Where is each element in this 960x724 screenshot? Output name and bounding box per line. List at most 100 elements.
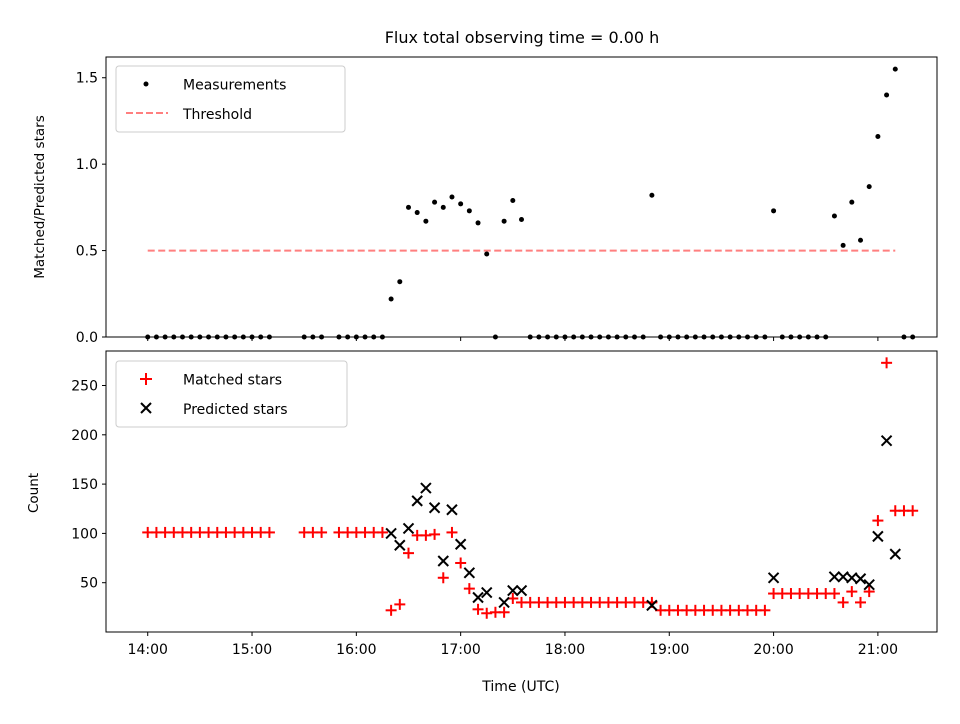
predicted-star-point <box>515 584 528 597</box>
measurement-point <box>414 210 420 216</box>
predicted-star-point <box>428 502 441 514</box>
matched-star-point <box>846 586 858 598</box>
top-y-tick-label: 1.5 <box>76 71 98 87</box>
legend-measurements-label: Measurements <box>183 78 286 94</box>
top-legend: Measurements Threshold <box>115 65 346 133</box>
bottom-plot-frame <box>105 350 938 633</box>
matched-star-point <box>316 526 328 538</box>
measurement-point <box>501 218 507 224</box>
predicted-star-point <box>481 586 493 599</box>
bottom-x-tick-label: 21:00 <box>858 642 898 658</box>
matched-star-point <box>881 357 893 369</box>
measurement-point <box>397 279 403 285</box>
bottom-x-tick-label: 19:00 <box>649 642 689 658</box>
predicted-star-point <box>767 572 780 584</box>
bottom-x-tick-label: 16:00 <box>336 642 376 658</box>
measurement-point <box>388 296 394 302</box>
predicted-star-point <box>394 539 406 551</box>
matched-star-point <box>263 526 275 538</box>
measurement-point <box>840 242 846 248</box>
bottom-x-tick-label: 17:00 <box>440 642 480 658</box>
predicted-star-point <box>463 567 476 579</box>
matched-star-point <box>376 526 388 538</box>
predicted-star-point <box>385 527 397 540</box>
legend-predicted-label: Predicted stars <box>183 402 288 418</box>
matched-star-point <box>385 604 397 616</box>
measurement-point <box>875 134 881 140</box>
predicted-star-point <box>854 573 867 585</box>
matched-star-point <box>872 515 884 527</box>
predicted-star-point <box>863 578 875 591</box>
bottom-y-tick-label: 250 <box>71 379 98 395</box>
matched-star-point <box>863 586 875 598</box>
matched-star-point <box>402 547 414 559</box>
matched-star-point <box>455 557 467 569</box>
bottom-panel: Count Time (UTC) 50 100 150 200 250 14:00 15:… <box>26 350 938 695</box>
matched-star-point <box>394 598 406 610</box>
matched-star-point <box>855 596 867 608</box>
measurement-point <box>405 204 411 210</box>
bottom-x-tick-label: 20:00 <box>753 642 793 658</box>
predicted-star-point <box>420 482 432 494</box>
top-y-axis-label: Matched/Predicted stars <box>32 115 48 278</box>
matched-star-point <box>437 572 449 584</box>
predicted-star-point <box>454 538 467 550</box>
measurement-point <box>649 192 655 198</box>
matched-star-point <box>828 588 840 600</box>
matched-star-point <box>429 528 441 540</box>
measurement-point <box>858 237 864 243</box>
predicted-star-point <box>889 548 901 560</box>
count-points <box>142 357 919 619</box>
bottom-x-tick-label: 14:00 <box>128 642 168 658</box>
top-panel: Flux total observing time = 0.00 h Match… <box>32 28 938 346</box>
predicted-star-point <box>646 599 658 612</box>
measurement-point <box>423 218 429 224</box>
measurement-point <box>466 208 472 214</box>
measurement-point <box>849 199 855 205</box>
measurement-point <box>484 251 490 257</box>
matched-star-point <box>759 604 771 616</box>
measurement-point <box>831 213 837 219</box>
bottom-y-tick-label: 50 <box>80 576 98 592</box>
top-plot-frame <box>105 56 938 338</box>
bottom-legend-box <box>115 360 348 428</box>
predicted-star-point <box>446 504 458 516</box>
predicted-star-point <box>507 584 519 597</box>
bottom-y-ticks: 50 100 150 200 250 <box>71 379 106 592</box>
bottom-y-tick-label: 100 <box>71 526 98 542</box>
bottom-legend: Matched stars Predicted stars <box>115 360 348 428</box>
legend-threshold-label: Threshold <box>182 107 252 123</box>
matched-star-point <box>498 606 510 618</box>
legend-matched-label: Matched stars <box>183 373 282 389</box>
bottom-y-tick-label: 200 <box>71 428 98 444</box>
matched-star-point <box>446 526 458 538</box>
predicted-star-point <box>828 571 841 583</box>
predicted-star-point <box>437 555 449 567</box>
top-chart-title: Flux total observing time = 0.00 h <box>385 28 660 47</box>
legend-matched-marker <box>140 373 152 385</box>
bottom-y-tick-label: 150 <box>71 477 98 493</box>
measurement-point <box>449 194 455 200</box>
measurement-point <box>510 197 516 203</box>
top-y-tick-label: 1.0 <box>76 157 98 173</box>
predicted-star-point <box>472 591 484 604</box>
measurement-point <box>892 66 898 72</box>
measurement-point <box>475 220 481 226</box>
top-legend-box <box>115 65 346 133</box>
predicted-star-point <box>402 522 415 535</box>
matched-star-point <box>907 505 919 517</box>
legend-measurements-marker <box>143 81 149 87</box>
matched-star-point <box>463 583 475 595</box>
top-y-tick-label: 0.0 <box>76 330 98 346</box>
top-y-ticks: 0.0 0.5 1.0 1.5 <box>76 71 106 346</box>
x-axis-label: Time (UTC) <box>481 679 559 695</box>
legend-predicted-marker <box>140 402 152 414</box>
measurement-point <box>458 201 464 207</box>
bottom-x-ticks: 14:00 15:00 16:00 17:00 18:00 19:00 20:00 21:00 <box>128 632 898 658</box>
predicted-star-point <box>872 530 884 543</box>
measurement-point <box>432 199 438 205</box>
predicted-star-point <box>880 435 893 447</box>
bottom-x-tick-label: 15:00 <box>232 642 272 658</box>
measurement-point <box>884 92 890 98</box>
bottom-y-axis-label: Count <box>26 473 42 513</box>
